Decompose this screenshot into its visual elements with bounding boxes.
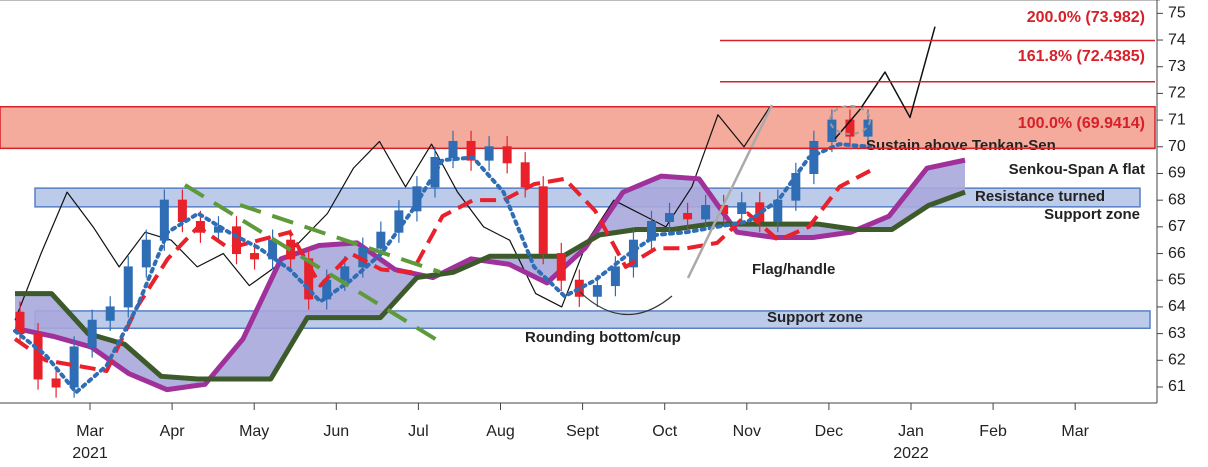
y-tick-label: 66 [1168, 245, 1186, 262]
candle-body [737, 202, 747, 215]
y-tick-label: 68 [1168, 191, 1186, 208]
y-tick-label: 69 [1168, 165, 1186, 182]
trend-line [183, 183, 447, 347]
candle-body [827, 119, 837, 142]
y-tick-label: 73 [1168, 58, 1186, 75]
x-tick-label: Dec [815, 423, 843, 440]
x-tick-label: May [239, 423, 269, 440]
x-tick-label: Nov [733, 423, 761, 440]
candle-body [556, 253, 566, 281]
series-line [14, 106, 771, 321]
y-tick-label: 67 [1168, 218, 1186, 235]
year-label: 2022 [893, 445, 929, 462]
fib-label: 200.0% (73.982) [1027, 9, 1145, 26]
series-line [15, 189, 966, 382]
candle-body [502, 146, 512, 164]
fib-label: 100.0% (69.9414) [1018, 115, 1145, 132]
x-tick-label: Jan [898, 423, 924, 440]
x-tick-label: Sept [566, 423, 599, 440]
y-tick-label: 62 [1168, 352, 1186, 369]
x-tick-label: Feb [979, 423, 1007, 440]
candle-body [538, 186, 548, 255]
y-tick-label: 74 [1168, 31, 1186, 48]
series-line [13, 169, 871, 373]
x-tick-label: Oct [652, 423, 677, 440]
candle-body [665, 213, 675, 223]
annotation: Rounding bottom/cup [525, 329, 681, 346]
candle-body [250, 253, 260, 260]
candle-body [123, 266, 133, 308]
y-tick-label: 71 [1168, 111, 1186, 128]
candle-body [592, 285, 602, 297]
cup-arc [579, 291, 673, 316]
x-tick-label: Apr [160, 423, 186, 440]
candle-body [863, 119, 873, 137]
y-tick-label: 65 [1168, 271, 1186, 288]
y-tick-label: 72 [1168, 85, 1186, 102]
resistance-band [0, 106, 1156, 150]
cloud [15, 160, 965, 390]
y-tick-label: 61 [1168, 378, 1186, 395]
series-line [14, 157, 966, 393]
candle-body [141, 239, 151, 268]
candle-body [520, 162, 530, 188]
annotation: Senkou-Span A flat [1009, 161, 1145, 178]
background-layer [0, 106, 1156, 390]
zone-label: Support zone [1044, 206, 1140, 223]
candle-body [610, 266, 620, 287]
candle-body [484, 146, 494, 161]
lines-layer [13, 26, 966, 398]
candle-body [232, 226, 242, 255]
fib-label: 161.8% (72.4385) [1018, 48, 1145, 65]
support-zone [34, 187, 1141, 208]
candle-body [376, 231, 386, 249]
candle-body [466, 140, 476, 161]
labels-layer: Sustain above Tenkan-Sen Senkou-Span A f… [0, 0, 1186, 462]
series-line [834, 26, 936, 140]
candle-body [430, 156, 440, 188]
candle-body [448, 140, 458, 158]
highlight-ring [829, 105, 871, 135]
series-line [13, 142, 872, 395]
candle-body [701, 205, 711, 220]
x-tick-label: Mar [76, 423, 104, 440]
candle-body [105, 306, 115, 321]
candle-body [15, 311, 25, 335]
y-tick-label: 64 [1168, 298, 1186, 315]
support-zone [34, 310, 1151, 330]
flag-line [686, 104, 774, 279]
y-tick-label: 70 [1168, 138, 1186, 155]
x-tick-label: Jun [323, 423, 349, 440]
candle-body [87, 319, 97, 348]
candle-body [177, 199, 187, 223]
zone-label: Support zone [767, 309, 863, 326]
y-tick-label: 75 [1168, 5, 1186, 22]
candle-body [683, 213, 693, 220]
year-label: 2021 [72, 445, 108, 462]
x-tick-label: Jul [408, 423, 428, 440]
zone-label: Resistance turned [975, 188, 1105, 205]
candle-body [69, 346, 79, 388]
annotation: Sustain above Tenkan-Sen [866, 137, 1056, 154]
candle-body [51, 378, 61, 388]
x-tick-label: Mar [1061, 423, 1089, 440]
trend-line [239, 203, 441, 274]
candle-body [340, 266, 350, 281]
y-tick-label: 63 [1168, 325, 1186, 342]
x-tick-label: Aug [486, 423, 514, 440]
annotation: Flag/handle [752, 261, 835, 278]
